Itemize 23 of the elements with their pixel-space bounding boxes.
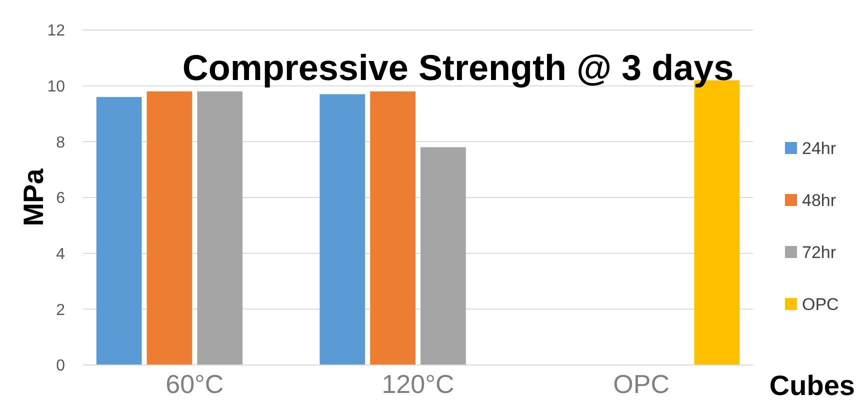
- bar: [320, 94, 366, 365]
- y-axis-title: MPa: [18, 168, 49, 226]
- text: Compressive Strength @ 3 days: [182, 47, 734, 88]
- x-tick-label: OPC: [613, 369, 670, 399]
- y-tick-label: 2: [56, 302, 66, 319]
- y-tick-label: 0: [56, 358, 66, 375]
- x-tick-label: 120°C: [382, 369, 454, 399]
- bar: [96, 97, 142, 365]
- y-tick-label: 6: [56, 190, 66, 208]
- x-tick-label: 60°C: [166, 369, 224, 399]
- bar: [370, 91, 416, 365]
- y-tick-label: 8: [56, 134, 66, 152]
- legend-label: 72hr: [802, 242, 836, 262]
- legend-label: 48hr: [802, 190, 836, 210]
- x-axis-title: Cubes: [769, 370, 855, 401]
- y-tick-label: 10: [47, 78, 66, 96]
- legend-label: OPC: [802, 294, 839, 314]
- legend-label: 24hr: [802, 138, 836, 158]
- bar: [146, 91, 192, 365]
- y-tick-label: 12: [47, 22, 66, 40]
- bar: [420, 147, 466, 365]
- bar: [197, 91, 243, 365]
- y-tick-label: 4: [56, 246, 66, 263]
